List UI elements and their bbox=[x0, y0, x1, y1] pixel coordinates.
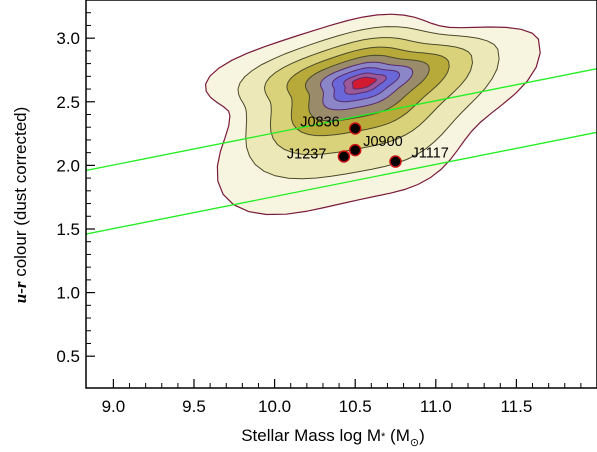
x-tick-label: 9.5 bbox=[182, 397, 206, 416]
point-j1237 bbox=[337, 150, 351, 163]
x-tick-label: 10.0 bbox=[258, 397, 291, 416]
point-j0836 bbox=[348, 122, 362, 135]
y-axis-label: u-r colour (dust corrected) bbox=[11, 107, 30, 304]
point-label-j1237: J1237 bbox=[287, 146, 327, 162]
x-tick-label: 11.0 bbox=[420, 397, 452, 416]
reference-line-2 bbox=[86, 131, 597, 235]
reference-lines bbox=[86, 68, 597, 235]
y-tick-label: 2.0 bbox=[56, 156, 80, 175]
x-axis-label: Stellar Mass log M* (M⊙) bbox=[241, 426, 425, 447]
density-contours bbox=[204, 13, 541, 216]
y-tick-label: 2.5 bbox=[56, 93, 80, 112]
point-label-j0900: J0900 bbox=[363, 134, 403, 150]
y-tick-label: 1.0 bbox=[56, 284, 80, 303]
point-label-j1117: J1117 bbox=[412, 146, 449, 162]
density-level-9 bbox=[351, 76, 377, 90]
plot-frame bbox=[85, 0, 597, 389]
data-points: J0836 J0900 J1237 J1117 bbox=[287, 114, 449, 168]
y-tick-label: 0.5 bbox=[56, 347, 80, 366]
point-label-j0836: J0836 bbox=[300, 114, 340, 130]
point-j0900 bbox=[348, 143, 362, 157]
point-j1117 bbox=[389, 155, 402, 168]
x-tick-label: 11.5 bbox=[500, 397, 532, 416]
x-tick-label: 9.0 bbox=[102, 397, 126, 416]
reference-line-1 bbox=[86, 68, 597, 172]
axis-labels: Stellar Mass log M* (M⊙) u-r colour (dus… bbox=[11, 107, 425, 449]
y-tick-label: 1.5 bbox=[56, 220, 80, 239]
x-tick-label: 10.5 bbox=[339, 397, 372, 416]
y-tick-label: 3.0 bbox=[56, 29, 80, 48]
axes: 9.0 9.5 10.0 10.5 11.0 11.5 0.5 1.0 1.5 2.0 2.5 3.0 bbox=[56, 0, 597, 416]
